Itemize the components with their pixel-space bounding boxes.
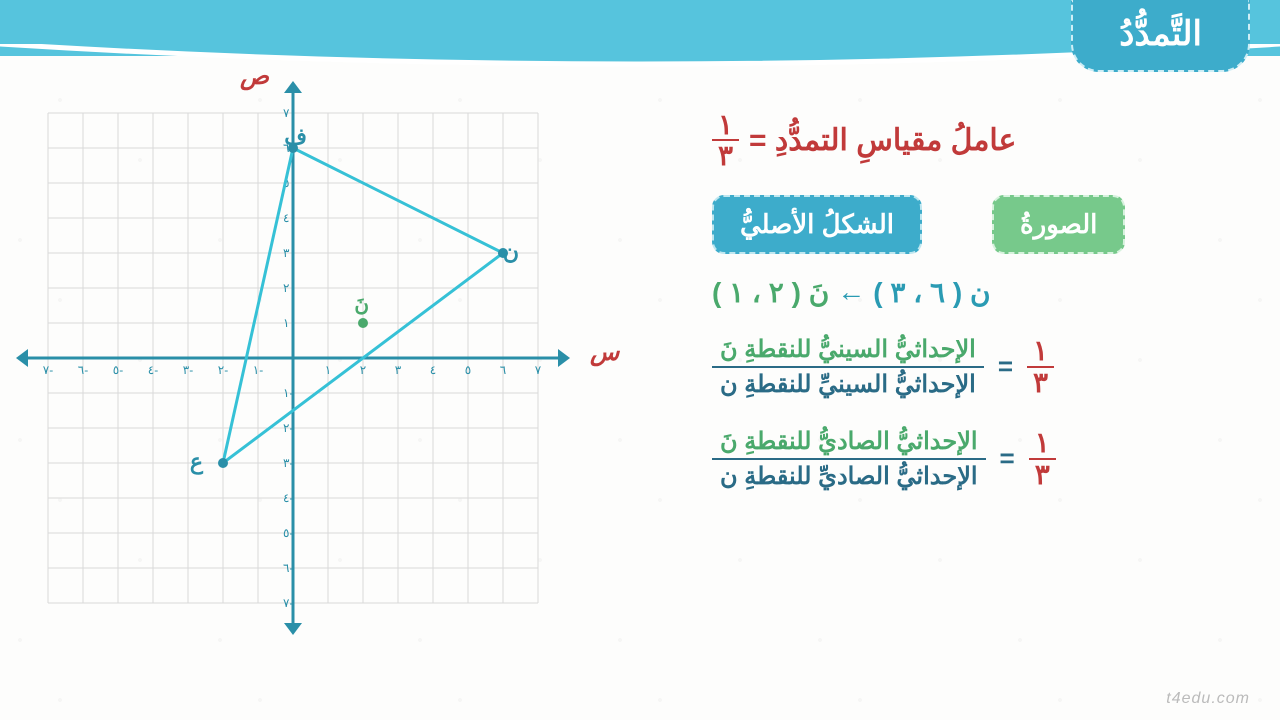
label-row: الصورةُ الشكلُ الأصليُّ xyxy=(712,195,1242,254)
svg-text:-٤: -٤ xyxy=(148,363,158,377)
scale-num: ١ xyxy=(712,110,739,141)
ratio-y: ١ ٣ = الإحداثيُّ الصاديُّ للنقطةِ نَ الإ… xyxy=(712,425,1242,493)
svg-text:-٧: -٧ xyxy=(43,363,53,377)
svg-text:٧: ٧ xyxy=(535,363,542,377)
svg-text:-١: -١ xyxy=(283,386,293,400)
svg-text:٢: ٢ xyxy=(283,281,289,295)
ratio-y-frac: الإحداثيُّ الصاديُّ للنقطةِ نَ الإحداثيُ… xyxy=(712,425,986,493)
svg-text:٣: ٣ xyxy=(283,246,290,260)
scale-den: ٣ xyxy=(712,141,739,170)
svg-text:٣: ٣ xyxy=(395,363,402,377)
svg-text:٦: ٦ xyxy=(500,363,506,377)
y-axis-label: ص xyxy=(240,62,269,91)
ratio-x: ١ ٣ = الإحداثيُّ السينيُّ للنقطةِ نَ الإ… xyxy=(712,333,1242,401)
eq-sign: = xyxy=(998,351,1013,382)
svg-text:٤: ٤ xyxy=(283,211,289,225)
svg-text:ن: ن xyxy=(503,239,519,264)
svg-text:١: ١ xyxy=(283,316,289,330)
svg-text:-٦: -٦ xyxy=(78,363,88,377)
ratio-x-result: ١ ٣ xyxy=(1027,336,1054,397)
original-pill: الشكلُ الأصليُّ xyxy=(712,195,922,254)
svg-text:-٢: -٢ xyxy=(283,421,293,435)
src-point: ن ( ٦ ، ٣ ) xyxy=(873,276,990,309)
arrow-icon: ← xyxy=(837,276,865,308)
svg-text:ف: ف xyxy=(284,124,307,149)
graph: ١-١٢-٢٣-٣٤-٤٥-٥٦-٦٧-٧١-١٢-٢٣-٣٤-٤٥-٥٦-٦٧… xyxy=(0,60,620,680)
ratio-x-frac: الإحداثيُّ السينيُّ للنقطةِ نَ الإحداثيُ… xyxy=(712,333,984,401)
dst-point: نَ ( ٢ ، ١ ) xyxy=(712,276,829,309)
svg-text:نَ: نَ xyxy=(354,294,369,316)
watermark: t4edu.com xyxy=(1166,690,1250,708)
svg-text:١: ١ xyxy=(325,363,331,377)
svg-text:ع: ع xyxy=(190,449,204,475)
image-pill: الصورةُ xyxy=(992,195,1125,254)
svg-text:-٦: -٦ xyxy=(283,561,293,575)
svg-text:٤: ٤ xyxy=(430,363,436,377)
svg-text:٢: ٢ xyxy=(360,363,366,377)
ratio-y-result: ١ ٣ xyxy=(1029,428,1056,489)
point-mapping: ن ( ٦ ، ٣ ) ← نَ ( ٢ ، ١ ) xyxy=(712,276,1242,309)
svg-text:-٣: -٣ xyxy=(183,363,193,377)
svg-text:-٥: -٥ xyxy=(283,526,293,540)
topic-badge: التَّمدُّدُ xyxy=(1071,0,1250,72)
scale-fraction: ١ ٣ xyxy=(712,110,739,171)
svg-text:-٤: -٤ xyxy=(283,491,293,505)
eq-sign: = xyxy=(1000,443,1015,474)
graph-svg: ١-١٢-٢٣-٣٤-٤٥-٥٦-٦٧-٧١-١٢-٢٣-٣٤-٤٥-٥٦-٦٧… xyxy=(0,60,620,680)
svg-text:٥: ٥ xyxy=(465,363,471,377)
scale-label: عاملُ مقياسِ التمدُّدِ = xyxy=(749,123,1016,158)
scale-factor-line: عاملُ مقياسِ التمدُّدِ = ١ ٣ xyxy=(712,110,1242,171)
content-pane: عاملُ مقياسِ التمدُّدِ = ١ ٣ الصورةُ الش… xyxy=(712,110,1242,493)
svg-text:٧: ٧ xyxy=(283,106,290,120)
x-axis-label: س xyxy=(590,338,619,367)
svg-text:-٢: -٢ xyxy=(218,363,228,377)
svg-text:-٧: -٧ xyxy=(283,596,293,610)
svg-text:-٥: -٥ xyxy=(113,363,123,377)
svg-text:-١: -١ xyxy=(253,363,263,377)
svg-text:-٣: -٣ xyxy=(283,456,293,470)
